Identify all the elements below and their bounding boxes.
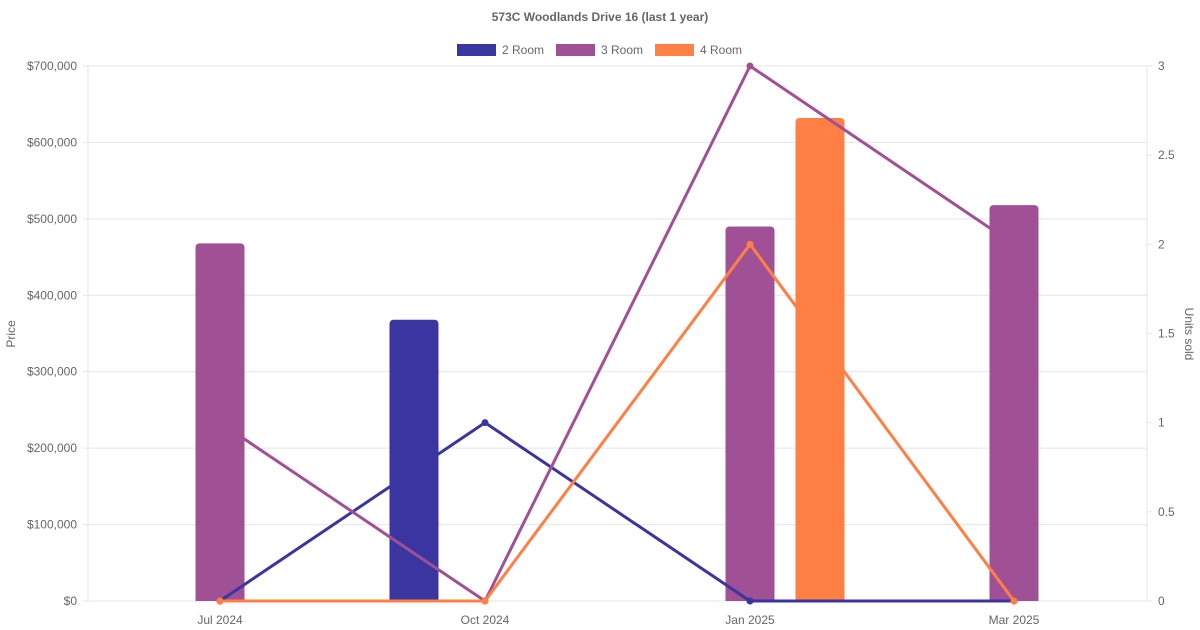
legend-label: 3 Room — [601, 43, 643, 57]
y-left-tick-label: $200,000 — [27, 441, 77, 455]
point-2-room — [746, 597, 754, 605]
legend-swatch — [655, 44, 694, 56]
y-left-tick-label: $0 — [64, 594, 78, 608]
line-4-room — [220, 242, 1016, 603]
chart-title: 573C Woodlands Drive 16 (last 1 year) — [492, 10, 709, 24]
y-left-tick-label: $500,000 — [27, 212, 77, 226]
y-axis-left-title: Price — [4, 320, 18, 348]
y-left-tick-label: $400,000 — [27, 288, 77, 302]
x-tick-label: Jan 2025 — [725, 613, 775, 627]
bar-3-room — [725, 226, 775, 601]
line-3-room — [219, 64, 1015, 603]
bar-4-room — [795, 117, 845, 601]
point-2-room — [481, 419, 489, 427]
point-4-room — [1010, 597, 1018, 605]
bar-base — [795, 595, 845, 601]
legend-label: 2 Room — [502, 43, 544, 57]
x-tick-label: Jul 2024 — [197, 613, 243, 627]
y-right-tick-label: 2.5 — [1158, 148, 1175, 162]
y-left-tick-label: $600,000 — [27, 135, 77, 149]
bar-base — [389, 595, 439, 601]
y-right-tick-label: 0 — [1158, 594, 1165, 608]
legend-label: 4 Room — [700, 43, 742, 57]
bar-3-room — [989, 205, 1039, 601]
y-right-tick-label: 2 — [1158, 237, 1165, 251]
point-4-room — [481, 597, 489, 605]
x-tick-label: Oct 2024 — [461, 613, 510, 627]
unit-lines — [216, 62, 1018, 605]
point-3-room — [1010, 240, 1018, 248]
y-right-tick-label: 0.5 — [1158, 505, 1175, 519]
point-3-room — [746, 62, 754, 70]
x-tick-label: Mar 2025 — [989, 613, 1040, 627]
bars — [195, 117, 1039, 602]
point-3-room — [216, 419, 224, 427]
y-axis-right-title: Units sold — [1182, 308, 1196, 361]
y-left-tick-label: $100,000 — [27, 518, 77, 532]
y-left-tick-label: $700,000 — [27, 59, 77, 73]
gridlines — [83, 65, 1152, 606]
y-left-tick-label: $300,000 — [27, 365, 77, 379]
legend-swatch — [457, 44, 496, 56]
y-right-tick-label: 1 — [1158, 416, 1165, 430]
bar-2-room — [389, 319, 439, 601]
point-4-room — [216, 597, 224, 605]
y-right-tick-label: 3 — [1158, 59, 1165, 73]
point-4-room — [746, 240, 754, 248]
tick-labels: $0 $100,000 $200,000 $300,000 $400,000 $500,0… — [27, 59, 1175, 627]
line-2-room — [219, 421, 1014, 603]
legend-swatch — [556, 44, 595, 56]
legend: 2 Room 3 Room 4 Room — [457, 43, 742, 57]
y-right-tick-label: 1.5 — [1158, 327, 1175, 341]
